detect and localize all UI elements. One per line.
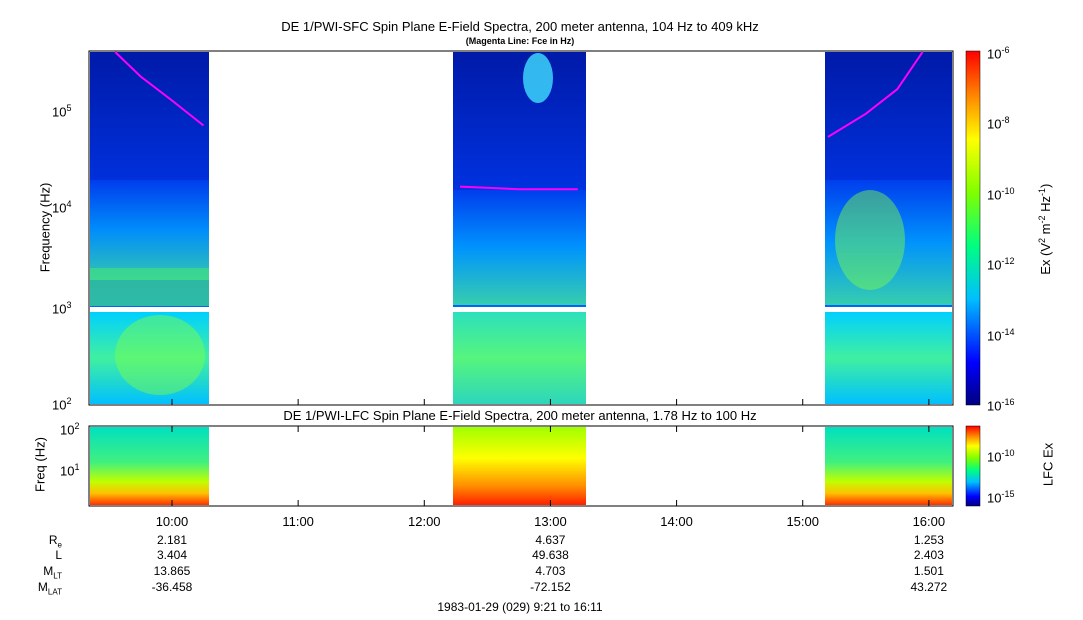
cbar-tick-1e-6: 10-6 xyxy=(987,45,1010,62)
sfc-ytick-1e5: 105 xyxy=(52,103,72,120)
ephemeris-value: 43.272 xyxy=(910,580,948,594)
bottom-chart-title: DE 1/PWI-LFC Spin Plane E-Field Spectra,… xyxy=(283,408,757,423)
dynamic-marks xyxy=(114,51,930,506)
lfc-cbar-tick-1e-15: 10-15 xyxy=(987,489,1015,506)
lfc-colorbar xyxy=(965,425,981,507)
lfc-cbar-tick-1e-10: 10-10 xyxy=(987,448,1015,465)
lfc-ytick-1e1: 101 xyxy=(60,462,80,479)
sfc-colorbar xyxy=(965,50,981,406)
x-tick-label: 15:00 xyxy=(786,514,819,529)
ephemeris-value: 1.501 xyxy=(913,564,944,578)
ephemeris-value: 49.638 xyxy=(532,548,569,562)
cbar-tick-1e-16: 10-16 xyxy=(987,397,1015,414)
ephemeris-value: 3.404 xyxy=(156,548,187,562)
sfc-ytick-1e2: 102 xyxy=(52,396,72,413)
fce-line-segment-1 xyxy=(114,51,205,127)
fce-line-segment-2 xyxy=(459,185,578,191)
x-tick-label: 12:00 xyxy=(408,514,441,529)
top-chart-subtitle: (Magenta Line: Fce in Hz) xyxy=(465,36,575,46)
ephemeris-value: 13.865 xyxy=(153,564,191,578)
sfc-data-block-3 xyxy=(825,52,952,404)
x-tick-label: 10:00 xyxy=(155,514,189,529)
sfc-data-block-2 xyxy=(453,52,586,404)
sfc-data-block-1 xyxy=(90,52,209,404)
sfc-ytick-1e4: 104 xyxy=(52,199,72,216)
ephemeris-row-label: L xyxy=(55,548,62,562)
x-tick-label: 13:00 xyxy=(534,514,567,529)
time-range-footer: 1983-01-29 (029) 9:21 to 16:11 xyxy=(437,600,603,614)
sfc-band-gap xyxy=(90,307,952,312)
ephemeris-value: -72.152 xyxy=(530,580,571,594)
ephemeris-value: 2.181 xyxy=(156,533,187,547)
x-tick-label: 11:00 xyxy=(282,514,314,529)
sfc-ytick-1e3: 103 xyxy=(52,300,72,317)
ephemeris-value: 1.253 xyxy=(913,533,944,547)
ephemeris-value: 2.403 xyxy=(913,548,944,562)
x-tick-label: 14:00 xyxy=(660,514,693,529)
lfc-ytick-1e2: 102 xyxy=(60,421,80,438)
cbar-tick-1e-14: 10-14 xyxy=(987,327,1015,344)
cbar-tick-1e-12: 10-12 xyxy=(987,256,1015,273)
fce-line-segment-3 xyxy=(827,51,924,138)
ephemeris-value: 4.637 xyxy=(535,533,566,547)
cbar-tick-1e-10: 10-10 xyxy=(987,186,1015,203)
ephemeris-value: 4.703 xyxy=(535,564,566,578)
top-chart-title: DE 1/PWI-SFC Spin Plane E-Field Spectra,… xyxy=(281,19,759,34)
ephemeris-row-label: Re xyxy=(48,533,62,550)
cbar-tick-1e-8: 10-8 xyxy=(987,115,1010,132)
ephemeris-value: -36.458 xyxy=(151,580,193,594)
ephemeris-row-label: MLT xyxy=(43,564,62,581)
lfc-data-blocks xyxy=(90,427,952,505)
x-tick-label: 16:00 xyxy=(912,514,946,529)
sfc-colorbar-label: Ex (V2 m-2 Hz-1) xyxy=(1036,183,1054,275)
ephemeris-row-label: MLAT xyxy=(37,580,62,597)
